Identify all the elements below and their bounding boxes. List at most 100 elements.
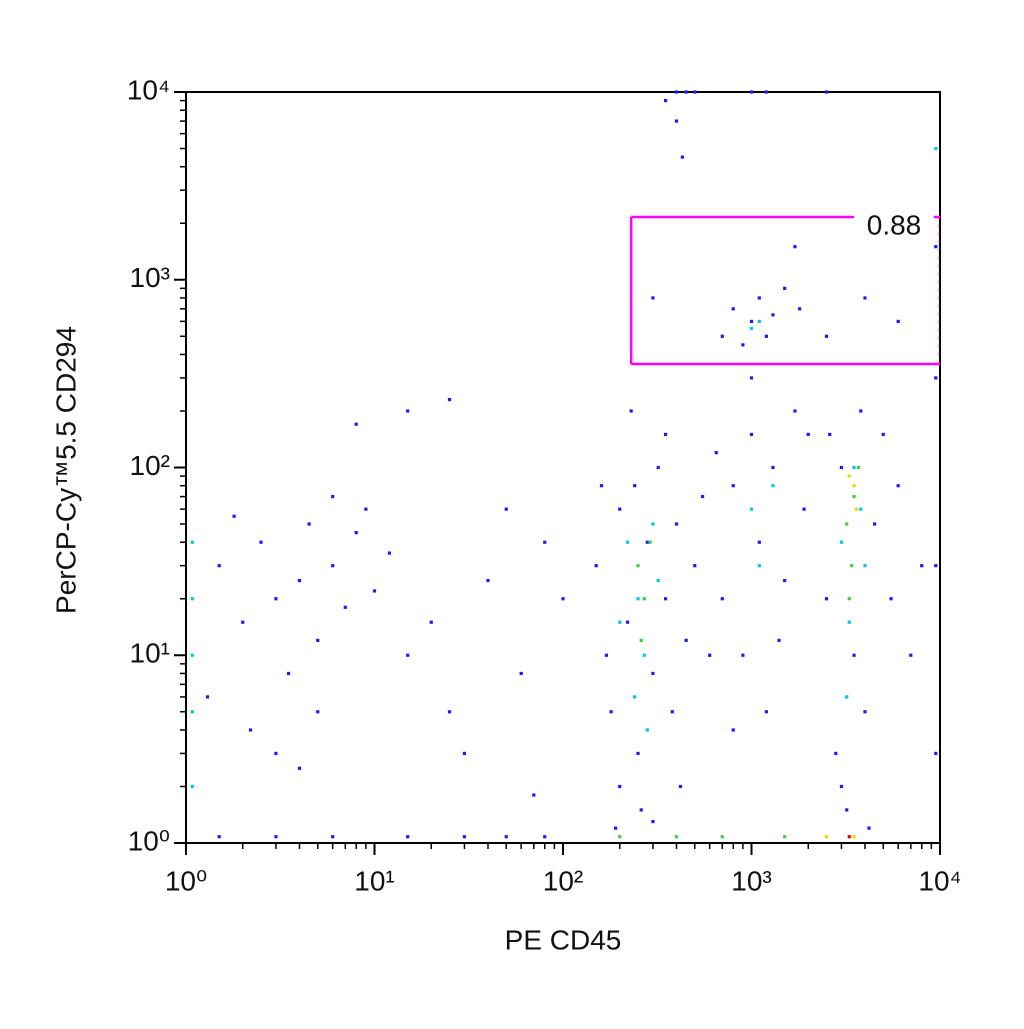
data-point (354, 422, 358, 426)
data-point (852, 653, 856, 657)
data-point (331, 564, 335, 568)
data-point (680, 155, 685, 159)
data-point (824, 597, 829, 601)
data-point (406, 835, 410, 839)
data-point (863, 296, 867, 300)
data-point (406, 409, 410, 413)
data-point (532, 793, 536, 797)
data-point (331, 835, 335, 839)
data-point (609, 710, 613, 714)
data-point (613, 826, 618, 830)
data-point (859, 507, 863, 511)
data-point (749, 319, 754, 324)
data-point (205, 695, 210, 699)
data-point (806, 432, 810, 437)
data-point (648, 540, 652, 544)
data-point (708, 653, 712, 657)
data-point (834, 751, 838, 756)
data-point (633, 695, 637, 699)
data-point (920, 564, 924, 568)
data-point (331, 494, 335, 499)
data-point (934, 146, 938, 151)
data-point (859, 409, 863, 413)
data-point (741, 343, 745, 347)
data-point (462, 751, 467, 756)
data-point (656, 465, 660, 470)
data-point (889, 597, 893, 601)
data-point (651, 820, 655, 824)
data-point (663, 597, 668, 601)
y-tick-label: 10¹ (130, 638, 170, 669)
data-point (190, 540, 194, 544)
data-point (764, 334, 769, 338)
data-point (462, 835, 467, 839)
data-point (286, 671, 291, 676)
data-point (663, 98, 668, 103)
data-point (777, 638, 781, 642)
data-point (504, 507, 508, 511)
data-point (731, 728, 735, 732)
data-point (852, 484, 856, 488)
data-point (618, 784, 622, 789)
data-point (274, 835, 278, 839)
data-point (625, 540, 630, 544)
data-point (674, 90, 679, 94)
data-point (274, 597, 278, 601)
data-point (771, 313, 775, 317)
data-point (783, 286, 787, 290)
data-point (636, 564, 640, 568)
data-point (847, 597, 851, 601)
data-point (847, 474, 851, 478)
data-point (757, 564, 761, 568)
data-point (802, 507, 806, 511)
x-tick-label: 10² (543, 865, 583, 896)
data-point (881, 432, 885, 437)
data-point (863, 710, 867, 714)
data-point (543, 835, 547, 839)
data-point (839, 540, 844, 544)
data-point (248, 728, 253, 732)
data-point (429, 620, 433, 624)
data-point (670, 710, 674, 714)
data-point (642, 597, 646, 601)
data-point (629, 409, 633, 413)
data-point (645, 540, 649, 544)
data-point (636, 597, 640, 601)
data-point (241, 620, 245, 624)
data-point (274, 751, 278, 756)
data-point (783, 578, 787, 583)
data-point (731, 307, 735, 311)
data-point (934, 245, 938, 249)
data-point (618, 835, 622, 839)
data-point (824, 90, 829, 94)
data-point (604, 653, 609, 657)
y-tick-label: 10⁴ (127, 74, 170, 105)
data-point (190, 784, 194, 789)
data-point (316, 638, 320, 642)
data-point (771, 465, 775, 470)
data-point (639, 808, 643, 812)
data-point (217, 564, 221, 568)
data-point (674, 119, 679, 123)
data-point (720, 835, 724, 839)
data-point (850, 564, 854, 568)
plot-frame (185, 91, 941, 844)
data-point (447, 710, 452, 714)
data-point (720, 597, 724, 601)
x-tick-label: 10³ (731, 865, 771, 896)
data-point (741, 653, 745, 657)
data-point (828, 432, 832, 437)
data-point (839, 465, 844, 470)
data-point (354, 531, 358, 535)
data-point (693, 564, 697, 568)
data-point (618, 507, 622, 511)
data-point (934, 376, 938, 380)
data-point (343, 605, 347, 609)
data-point (845, 522, 849, 526)
y-axis-title: PerCP-Cy™5.5 CD294 (50, 326, 81, 614)
data-point (190, 653, 194, 657)
data-point (190, 710, 194, 714)
data-point (749, 507, 754, 511)
data-point (561, 597, 565, 601)
